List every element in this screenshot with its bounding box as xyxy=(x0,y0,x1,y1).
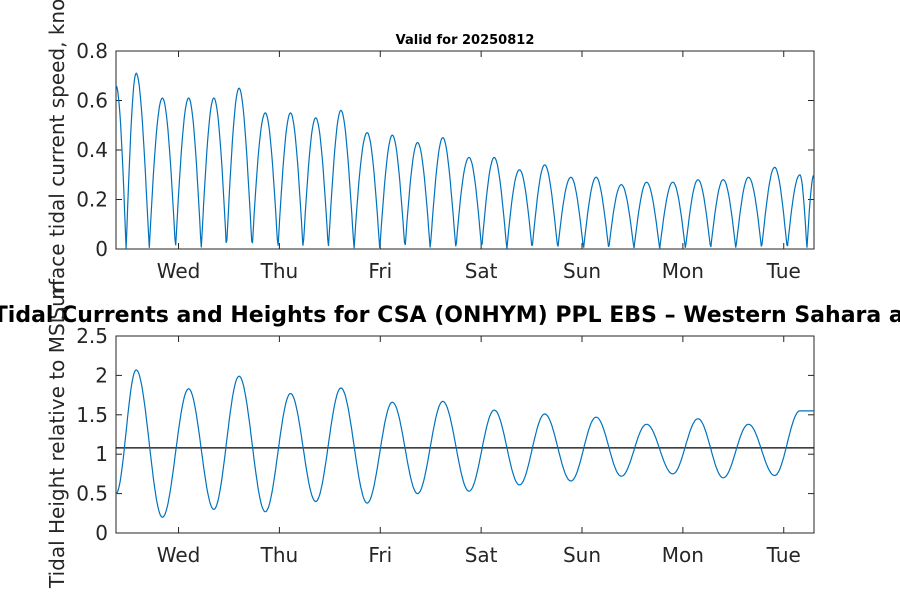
height-plot-frame xyxy=(115,335,815,534)
current-x-tick-label: Tue xyxy=(766,259,801,283)
height-x-tick-label: Sun xyxy=(563,543,601,567)
current-chart-title: Valid for 20250812 xyxy=(396,33,535,48)
current-y-tick-label: 0.2 xyxy=(76,188,108,212)
height-y-tick-label: 1.5 xyxy=(76,403,108,427)
height-x-tick-label: Mon xyxy=(662,543,704,567)
current-x-tick-label: Wed xyxy=(157,259,201,283)
height-x-axis: Wed Thu Fri Sat Sun Mon Tue xyxy=(157,336,801,567)
current-speed-panel: Valid for 20250812 0 0.2 0.4 0.6 0.8 Wed Thu F… xyxy=(45,0,815,320)
height-y-axis-label: Tidal Height relative to MSL, m xyxy=(45,280,69,589)
height-x-tick-label: Fri xyxy=(368,543,392,567)
current-plot-area xyxy=(115,72,815,249)
current-x-tick-label: Mon xyxy=(662,259,704,283)
current-x-tick-label: Thu xyxy=(260,259,299,283)
height-y-tick-label: 0 xyxy=(95,521,108,545)
height-x-tick-label: Thu xyxy=(260,543,299,567)
height-x-tick-label: Wed xyxy=(157,543,201,567)
current-x-tick-label: Sun xyxy=(563,259,601,283)
current-y-axis: 0 0.2 0.4 0.6 0.8 xyxy=(76,39,814,261)
current-y-tick-label: 0.4 xyxy=(76,138,108,162)
height-x-tick-label: Tue xyxy=(766,543,801,567)
current-series-line xyxy=(115,72,815,249)
current-y-tick-label: 0.8 xyxy=(76,39,108,63)
height-y-tick-label: 1 xyxy=(95,442,108,466)
height-x-tick-label: Sat xyxy=(465,543,498,567)
current-y-tick-label: 0 xyxy=(95,237,108,261)
height-y-tick-label: 2 xyxy=(95,363,108,387)
height-y-tick-label: 0.5 xyxy=(76,482,108,506)
current-x-axis: Wed Thu Fri Sat Sun Mon Tue xyxy=(157,51,801,283)
height-plot-area xyxy=(115,369,814,518)
height-chart-title: Tidal Currents and Heights for CSA (ONHY… xyxy=(0,303,900,328)
current-y-axis-label: Surface tidal current speed, knots xyxy=(45,0,69,320)
current-x-tick-label: Sat xyxy=(465,259,498,283)
current-y-tick-label: 0.6 xyxy=(76,89,108,113)
current-x-tick-label: Fri xyxy=(368,259,392,283)
height-series-line xyxy=(115,369,814,518)
tidal-height-panel: Tidal Currents and Heights for CSA (ONHY… xyxy=(0,280,900,589)
height-y-axis: 0 0.5 1 1.5 2 2.5 xyxy=(76,324,814,545)
height-y-tick-label: 2.5 xyxy=(76,324,108,348)
